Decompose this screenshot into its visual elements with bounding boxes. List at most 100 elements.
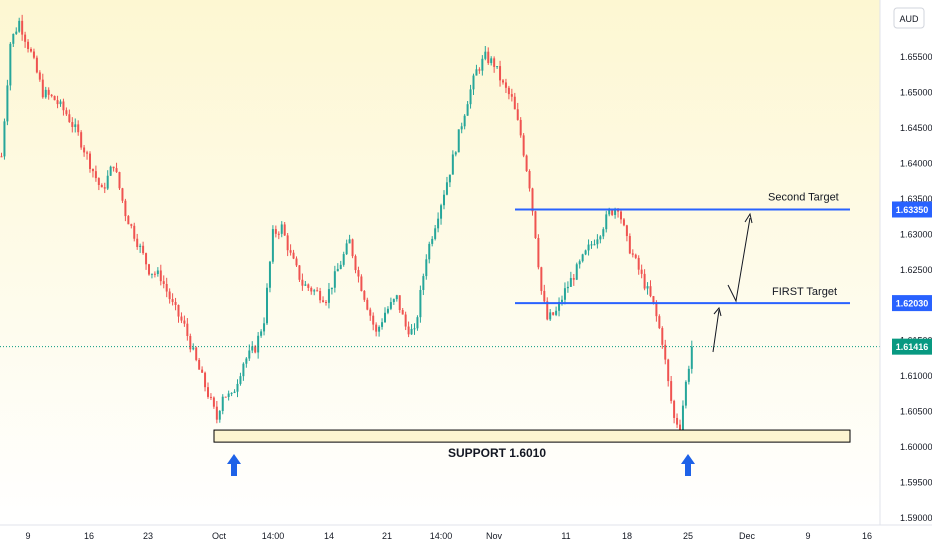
candle-body	[236, 383, 239, 392]
candle-body	[233, 391, 236, 393]
projection-arrow-shaft	[712, 309, 720, 353]
candle-body	[345, 243, 348, 255]
candle-body	[204, 372, 207, 388]
second-target-badge[interactable]	[892, 201, 932, 218]
candle-body	[310, 287, 313, 292]
candle-body	[578, 261, 581, 265]
candle-body	[254, 346, 257, 353]
time-axis-panel[interactable]	[0, 525, 932, 550]
candle-body	[313, 290, 316, 292]
currency-label: AUD	[899, 14, 919, 24]
candle-body	[218, 411, 221, 420]
candle-body	[690, 346, 693, 369]
price-axis-panel[interactable]	[880, 0, 932, 525]
candle-body	[207, 387, 209, 397]
candle-body	[21, 20, 24, 35]
candle-body	[372, 315, 375, 325]
candle-body	[351, 239, 354, 257]
candle-body	[257, 335, 260, 353]
candle-body	[139, 245, 142, 247]
time-tick-label: 25	[683, 531, 693, 541]
candle-body	[271, 229, 274, 262]
time-tick-label: 9	[25, 531, 30, 541]
candle-body	[174, 301, 177, 305]
candle-body	[148, 264, 150, 275]
candle-body	[513, 96, 516, 110]
candle-body	[369, 309, 372, 316]
candle-body	[298, 265, 301, 280]
candle-body	[625, 225, 628, 237]
candle-body	[348, 239, 351, 244]
candle-body	[543, 290, 546, 302]
candle-body	[242, 363, 245, 377]
candle-body	[431, 238, 434, 244]
candle-body	[44, 89, 47, 98]
candle-body	[74, 124, 77, 127]
candle-body	[248, 350, 251, 359]
candle-body	[398, 295, 401, 311]
candle-body	[681, 405, 684, 431]
candle-body	[422, 276, 425, 290]
candle-body	[307, 284, 310, 288]
candle-body	[599, 236, 602, 240]
candle-body	[443, 194, 445, 206]
time-tick-label: 9	[805, 531, 810, 541]
candle-body	[301, 279, 304, 286]
candle-body	[56, 100, 59, 105]
candle-body	[381, 322, 384, 327]
candle-body	[463, 115, 466, 127]
candle-body	[493, 58, 496, 67]
support-up-arrow-icon-left	[227, 454, 241, 476]
current-price-badge-text: 1.61416	[896, 342, 929, 352]
price-tick-label: 1.64000	[900, 158, 932, 168]
candle-body	[106, 175, 109, 189]
price-tick-label: 1.62500	[900, 265, 932, 275]
price-tick-label: 1.63500	[900, 194, 932, 204]
price-tick-label: 1.61000	[900, 371, 932, 381]
candle-body	[171, 299, 174, 302]
candle-body	[15, 31, 18, 34]
candle-body	[195, 347, 198, 360]
candle-body	[83, 147, 86, 153]
candle-body	[3, 121, 6, 157]
candle-body	[209, 396, 212, 398]
candle-body	[333, 271, 336, 288]
candle-body	[260, 331, 263, 336]
candle-body	[487, 51, 490, 64]
candle-body	[263, 323, 266, 332]
candle-body	[611, 210, 614, 215]
currency-box[interactable]	[893, 7, 925, 29]
candle-body	[121, 188, 124, 201]
candle-body	[215, 406, 218, 420]
candle-body	[478, 69, 481, 71]
candle-body	[360, 276, 363, 291]
candle-body	[519, 119, 522, 136]
candle-body	[177, 304, 180, 317]
candle-body	[375, 324, 378, 332]
candle-body	[569, 278, 572, 287]
candle-body	[38, 72, 41, 80]
candle-body	[201, 369, 204, 373]
support-up-arrow-icon-right	[681, 454, 695, 476]
candle-body	[640, 269, 643, 274]
candle-body	[336, 268, 339, 272]
plot-background	[0, 0, 880, 525]
candle-body	[100, 185, 103, 188]
first-target-badge[interactable]	[892, 295, 932, 312]
support-label: SUPPORT 1.6010	[448, 446, 546, 460]
candle-body	[325, 301, 327, 303]
candle-body	[392, 299, 395, 303]
support-zone[interactable]	[213, 429, 851, 443]
candle-body	[575, 264, 578, 280]
current-price-badge[interactable]	[892, 338, 932, 355]
candle-body	[437, 218, 440, 229]
candle-body	[94, 171, 97, 179]
candle-body	[502, 80, 504, 83]
levels-group: Second Target FIRST Target SUPPORT 1.6010	[0, 191, 880, 460]
candle-body	[316, 290, 319, 292]
candle-body	[643, 273, 646, 289]
candle-body	[549, 312, 552, 320]
candle-body	[9, 43, 12, 86]
